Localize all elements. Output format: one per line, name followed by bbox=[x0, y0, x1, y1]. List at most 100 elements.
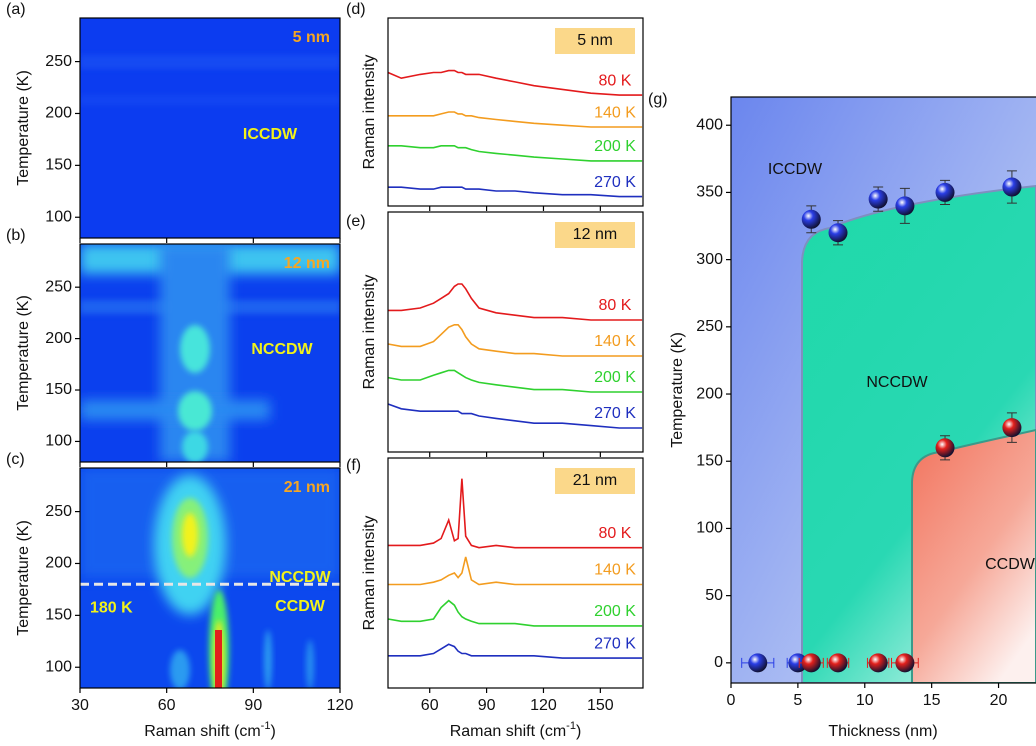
x-tick-label: 15 bbox=[923, 692, 941, 709]
temperature-label: 80 K bbox=[599, 525, 632, 542]
y-tick-label: 200 bbox=[45, 330, 72, 347]
y-tick-label: 250 bbox=[45, 278, 72, 295]
y-tick-label: 100 bbox=[45, 433, 72, 450]
y-tick-label: 350 bbox=[696, 184, 723, 201]
spectrum-line bbox=[387, 403, 643, 429]
data-point bbox=[1002, 418, 1022, 438]
x-tick-label: 90 bbox=[244, 697, 262, 714]
threshold-label: 180 K bbox=[90, 599, 133, 616]
y-tick-label: 150 bbox=[45, 381, 72, 398]
heatmap-c-image bbox=[80, 468, 340, 688]
x-axis-label-end: ) bbox=[576, 723, 581, 740]
x-tick-label: 0 bbox=[727, 692, 736, 709]
y-tick-label: 200 bbox=[45, 105, 72, 122]
x-tick-label: 120 bbox=[530, 697, 557, 714]
x-axis-label: Raman shift (cm-1) bbox=[450, 720, 582, 740]
x-axis-label: Thickness (nm) bbox=[828, 723, 937, 740]
spectrum-line bbox=[388, 145, 643, 162]
thickness-label: 12 nm bbox=[284, 255, 330, 272]
thickness-badge bbox=[555, 28, 635, 54]
y-tick-label: 50 bbox=[705, 587, 723, 604]
y-tick-label: 150 bbox=[45, 157, 72, 174]
plot-frame bbox=[387, 457, 644, 689]
temperature-label: 270 K bbox=[594, 174, 636, 191]
spectrum-line bbox=[387, 369, 643, 393]
spectrum-line bbox=[388, 556, 643, 586]
y-tick-label: 0 bbox=[714, 654, 723, 671]
panel-letter: (f) bbox=[346, 457, 361, 474]
y-axis-label: Temperature (K) bbox=[15, 520, 32, 636]
x-axis-label-text: Raman shift (cm bbox=[450, 723, 566, 740]
spectrum-line bbox=[388, 283, 643, 321]
plot-frame bbox=[79, 17, 341, 239]
panel-letter: (g) bbox=[648, 91, 668, 108]
spectrum-line bbox=[387, 324, 643, 357]
y-axis-label: Temperature (K) bbox=[15, 295, 32, 411]
phase-label: NCCDW bbox=[251, 341, 313, 358]
data-point bbox=[788, 653, 808, 673]
y-tick-label: 150 bbox=[696, 452, 723, 469]
temperature-label: 200 K bbox=[594, 138, 636, 155]
x-axis-label-sup: -1 bbox=[566, 720, 576, 732]
y-tick-label: 100 bbox=[45, 208, 72, 225]
data-point bbox=[828, 223, 848, 243]
data-point bbox=[895, 196, 915, 216]
data-point bbox=[801, 653, 821, 673]
plot-frame bbox=[79, 243, 341, 463]
data-point bbox=[935, 182, 955, 202]
y-tick-label: 100 bbox=[696, 520, 723, 537]
thickness-label: 5 nm bbox=[577, 32, 613, 49]
data-point bbox=[868, 653, 888, 673]
data-point bbox=[828, 653, 848, 673]
phase-label: CCDW bbox=[275, 598, 326, 615]
x-axis-label: Raman shift (cm-1) bbox=[144, 720, 276, 740]
x-tick-label: 10 bbox=[856, 692, 874, 709]
y-tick-label: 300 bbox=[696, 251, 723, 268]
spectrum-line bbox=[388, 478, 643, 549]
phase-label: NCCDW bbox=[866, 374, 928, 391]
temperature-label: 200 K bbox=[594, 603, 636, 620]
spectrum-line bbox=[388, 111, 643, 128]
x-tick-label: 20 bbox=[990, 692, 1008, 709]
phase-label: CCDW bbox=[985, 556, 1036, 573]
x-tick-label: 5 bbox=[793, 692, 802, 709]
y-axis-label: Temperature (K) bbox=[669, 332, 686, 448]
heatmap-a-image bbox=[80, 18, 340, 238]
phase-regions bbox=[731, 97, 1036, 683]
plot-frame bbox=[730, 96, 1036, 684]
temperature-label: 270 K bbox=[594, 405, 636, 422]
phase-label: ICCDW bbox=[768, 161, 823, 178]
y-tick-label: 100 bbox=[45, 658, 72, 675]
x-tick-label: 60 bbox=[158, 697, 176, 714]
panel-letter: (b) bbox=[6, 227, 26, 244]
y-axis-label: Raman intensity bbox=[361, 275, 378, 390]
y-axis-label: Temperature (K) bbox=[15, 70, 32, 186]
panel-letter: (d) bbox=[346, 1, 366, 18]
y-tick-label: 250 bbox=[45, 503, 72, 520]
y-axis-label: Raman intensity bbox=[361, 55, 378, 170]
thickness-badge bbox=[555, 222, 635, 248]
thickness-badge bbox=[555, 468, 635, 494]
x-axis-label-end: ) bbox=[270, 723, 275, 740]
data-point bbox=[801, 209, 821, 229]
data-point bbox=[1002, 177, 1022, 197]
temperature-label: 200 K bbox=[594, 369, 636, 386]
x-tick-label: 90 bbox=[478, 697, 496, 714]
thickness-label: 12 nm bbox=[573, 226, 617, 243]
heatmap-b-image bbox=[80, 244, 340, 462]
plot-frame bbox=[387, 17, 644, 207]
plot-frame bbox=[387, 211, 644, 453]
temperature-label: 270 K bbox=[594, 635, 636, 652]
plot-frame bbox=[79, 467, 341, 689]
thickness-label: 21 nm bbox=[573, 472, 617, 489]
spectrum-line bbox=[388, 186, 643, 198]
spectrum-line bbox=[388, 643, 643, 659]
x-tick-label: 120 bbox=[327, 697, 354, 714]
temperature-label: 140 K bbox=[594, 104, 636, 121]
thickness-label: 5 nm bbox=[293, 29, 330, 46]
y-tick-label: 400 bbox=[696, 116, 723, 133]
y-tick-label: 150 bbox=[45, 607, 72, 624]
spectrum-line bbox=[387, 69, 643, 96]
x-axis-label-sup: -1 bbox=[261, 720, 271, 732]
